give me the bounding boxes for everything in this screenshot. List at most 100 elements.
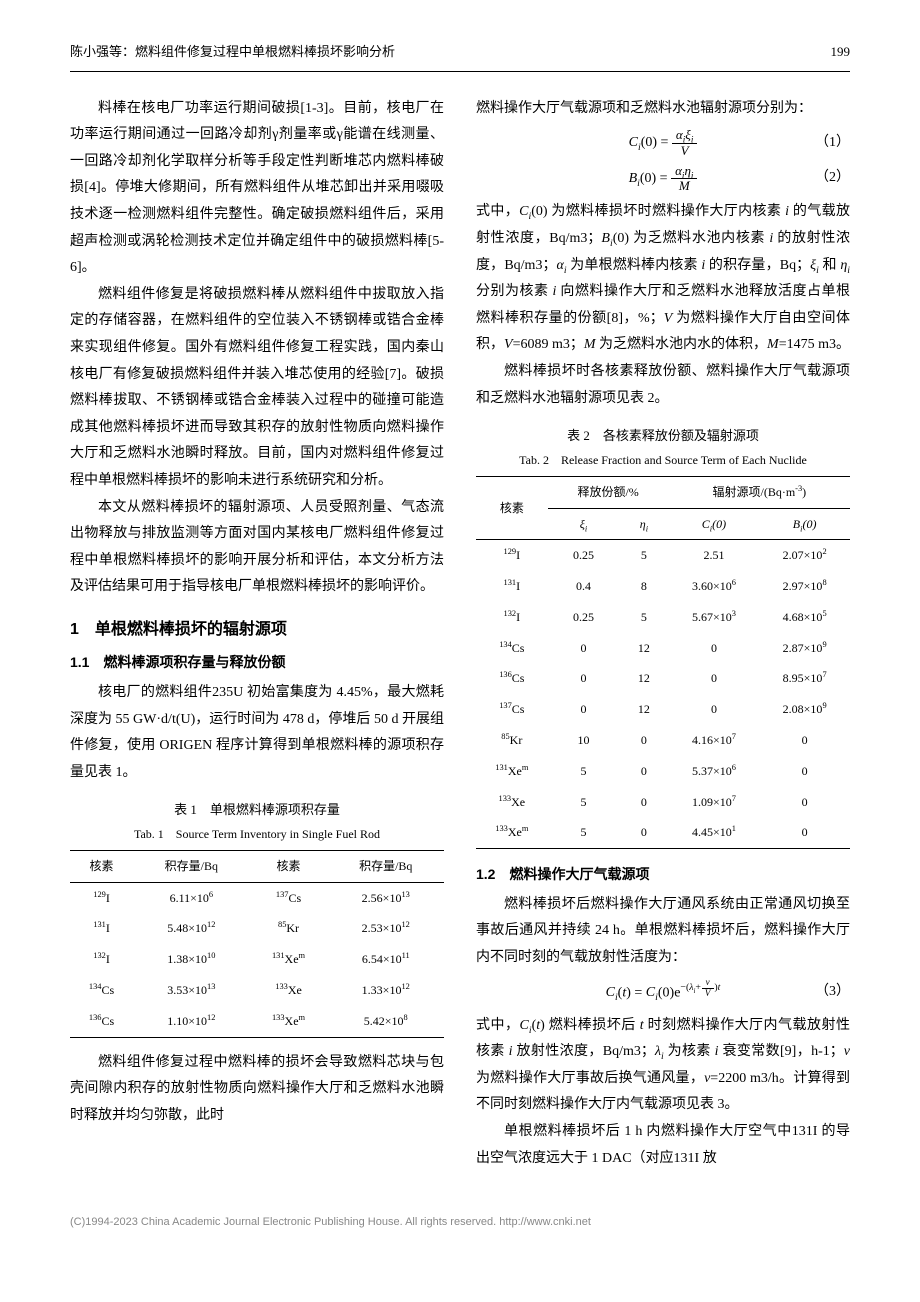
section-1-1-heading: 1.1 燃料棒源项积存量与释放份额 (70, 649, 444, 676)
table-cell: 3.60×106 (669, 571, 760, 602)
left-column: 料棒在核电厂功率运行期间破损[1-3]。目前，核电厂在功率运行期间通过一回路冷却… (70, 96, 444, 1172)
table-cell: 0 (548, 663, 620, 694)
table1-caption-cn: 表 1 单根燃料棒源项积存量 (70, 798, 444, 823)
table-cell: 0 (619, 725, 668, 756)
table-cell: 2.53×1012 (328, 913, 444, 944)
para-r4: 燃料棒损坏后燃料操作大厅通风系统由正常通风切换至事故后通风并持续 24 h。单根… (476, 892, 850, 972)
table-cell: 85Kr (250, 913, 328, 944)
table-cell: 131Xem (250, 944, 328, 975)
para-l1: 料棒在核电厂功率运行期间破损[1-3]。目前，核电厂在功率运行期间通过一回路冷却… (70, 96, 444, 282)
table-cell: 5 (548, 787, 620, 818)
table-2: 核素 释放份额/% 辐射源项/(Bq·m-3) ξiηiCi(0)Bi(0) 1… (476, 476, 850, 850)
table-cell: 0 (759, 756, 850, 787)
para-l2: 燃料组件修复是将破损燃料棒从燃料组件中拔取放入指定的存储容器，在燃料组件的空位装… (70, 282, 444, 495)
table-row: 129I6.11×106137Cs2.56×1013 (70, 882, 444, 913)
equation-3: Ci(t) = Ci(0)e−(λi+vV)t （3） (476, 978, 850, 1007)
table-header: 积存量/Bq (328, 850, 444, 882)
table-cell: 129I (476, 540, 548, 571)
table-cell: 3.53×1013 (133, 975, 249, 1006)
table-cell: 2.87×109 (759, 633, 850, 664)
table-cell: 5.48×1012 (133, 913, 249, 944)
table2-caption-en: Tab. 2 Release Fraction and Source Term … (476, 449, 850, 472)
table-cell: 133Xem (476, 817, 548, 848)
table-row: 134Cs01202.87×109 (476, 633, 850, 664)
table-cell: 0 (548, 694, 620, 725)
table-row: 136Cs01208.95×107 (476, 663, 850, 694)
table-cell: 12 (619, 694, 668, 725)
table-cell: 2.56×1013 (328, 882, 444, 913)
table-cell: 8 (619, 571, 668, 602)
para-l3: 本文从燃料棒损坏的辐射源项、人员受照剂量、气态流出物释放与排放监测等方面对国内某… (70, 495, 444, 601)
table-header: 核素 (70, 850, 133, 882)
table-cell: 6.11×106 (133, 882, 249, 913)
table-cell: 133Xem (250, 1006, 328, 1037)
table-row: 131Xem505.37×1060 (476, 756, 850, 787)
table-row: 132I0.2555.67×1034.68×105 (476, 602, 850, 633)
table-cell: 134Cs (476, 633, 548, 664)
table-cell: 133Xe (250, 975, 328, 1006)
table-cell: 134Cs (70, 975, 133, 1006)
para-r3: 燃料棒损坏时各核素释放份额、燃料操作大厅气载源项和乏燃料水池辐射源项见表 2。 (476, 359, 850, 412)
table-cell: 4.45×101 (669, 817, 760, 848)
table-cell: 2.97×108 (759, 571, 850, 602)
table-cell: 1.10×1012 (133, 1006, 249, 1037)
table-row: 131I5.48×101285Kr2.53×1012 (70, 913, 444, 944)
table-cell: 0 (548, 633, 620, 664)
header-left: 陈小强等：燃料组件修复过程中单根燃料棒损坏影响分析 (70, 40, 395, 65)
table-cell: 131I (476, 571, 548, 602)
equation-2: Bi(0) = αiηiM （2） (476, 164, 850, 194)
table-cell: 136Cs (476, 663, 548, 694)
table-cell: 0.4 (548, 571, 620, 602)
table-cell: 5 (548, 756, 620, 787)
table-cell: 5.42×108 (328, 1006, 444, 1037)
para-r6: 单根燃料棒损坏后 1 h 内燃料操作大厅空气中131I 的导出空气浓度远大于 1… (476, 1119, 850, 1172)
para-r2: 式中，Ci(0) 为燃料棒损坏时燃料操作大厅内核素 i 的气载放射性浓度，Bq/… (476, 199, 850, 359)
table-cell: 136Cs (70, 1006, 133, 1037)
table-cell: 0 (759, 787, 850, 818)
table-row: 129I0.2552.512.07×102 (476, 540, 850, 571)
table-row: 137Cs01202.08×109 (476, 694, 850, 725)
table-row: 85Kr1004.16×1070 (476, 725, 850, 756)
para-l4: 核电厂的燃料组件235U 初始富集度为 4.45%，最大燃耗深度为 55 GW·… (70, 680, 444, 786)
para-r5: 式中，Ci(t) 燃料棒损坏后 t 时刻燃料操作大厅内气载放射性核素 i 放射性… (476, 1013, 850, 1119)
table-header: Ci(0) (669, 508, 760, 540)
table-cell: 0 (619, 817, 668, 848)
table-row: 136Cs1.10×1012133Xem5.42×108 (70, 1006, 444, 1037)
table-cell: 1.33×1012 (328, 975, 444, 1006)
table-header: ηi (619, 508, 668, 540)
table-cell: 133Xe (476, 787, 548, 818)
section-1-2-heading: 1.2 燃料操作大厅气载源项 (476, 861, 850, 888)
section-1-heading: 1 单根燃料棒损坏的辐射源项 (70, 615, 444, 645)
table-cell: 1.38×1010 (133, 944, 249, 975)
table2-caption-cn: 表 2 各核素释放份额及辐射源项 (476, 424, 850, 449)
table-cell: 5 (548, 817, 620, 848)
table-cell: 5.67×103 (669, 602, 760, 633)
para-l5: 燃料组件修复过程中燃料棒的损坏会导致燃料芯块与包壳间隙内积存的放射性物质向燃料操… (70, 1050, 444, 1130)
table-cell: 0 (759, 725, 850, 756)
table-header: Bi(0) (759, 508, 850, 540)
table-cell: 137Cs (250, 882, 328, 913)
table-cell: 12 (619, 633, 668, 664)
table-cell: 5 (619, 602, 668, 633)
para-r1: 燃料操作大厅气载源项和乏燃料水池辐射源项分别为： (476, 96, 850, 123)
table-cell: 85Kr (476, 725, 548, 756)
table-header: 核素 (250, 850, 328, 882)
page-header: 陈小强等：燃料组件修复过程中单根燃料棒损坏影响分析 199 (70, 40, 850, 72)
table-row: 134Cs3.53×1013133Xe1.33×1012 (70, 975, 444, 1006)
table-cell: 132I (476, 602, 548, 633)
table-cell: 137Cs (476, 694, 548, 725)
table-cell: 0 (619, 787, 668, 818)
table-cell: 132I (70, 944, 133, 975)
table-cell: 0 (669, 633, 760, 664)
table-cell: 5 (619, 540, 668, 571)
table-cell: 0 (759, 817, 850, 848)
table-header: 积存量/Bq (133, 850, 249, 882)
page-footer: (C)1994-2023 China Academic Journal Elec… (70, 1212, 850, 1233)
table-cell: 4.68×105 (759, 602, 850, 633)
table1-caption-en: Tab. 1 Source Term Inventory in Single F… (70, 823, 444, 846)
table-1: 核素积存量/Bq核素积存量/Bq 129I6.11×106137Cs2.56×1… (70, 850, 444, 1038)
table-cell: 0 (669, 694, 760, 725)
table-cell: 8.95×107 (759, 663, 850, 694)
table-cell: 2.51 (669, 540, 760, 571)
table-cell: 0 (669, 663, 760, 694)
